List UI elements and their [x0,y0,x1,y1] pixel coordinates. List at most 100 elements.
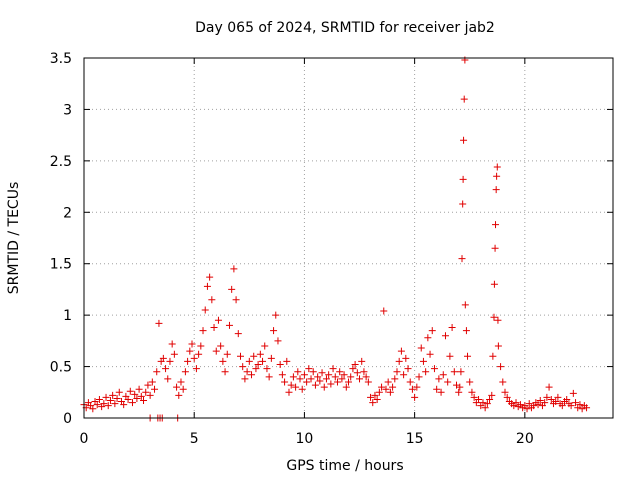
plot-frame [83,57,614,419]
data-point [395,357,403,365]
data-point [111,400,119,408]
data-point [494,316,502,324]
data-point [424,334,432,342]
y-tick-labels: 0 0.5 1 1.5 2 2.5 3 3.5 [50,51,72,427]
data-point [342,383,350,391]
data-point [367,393,375,401]
data-point [250,352,258,360]
data-point [501,388,509,396]
data-point [393,368,401,376]
data-point [208,296,216,304]
data-point [232,296,240,304]
data-point [252,365,260,373]
data-point [336,368,344,376]
data-point [186,347,194,355]
data-point [318,369,326,377]
data-point [491,244,499,252]
data-point [547,395,555,403]
data-point [314,373,322,381]
data-point [345,378,352,386]
data-point [373,395,381,403]
data-point [490,313,498,321]
data-point [93,401,101,409]
data-point [278,371,286,379]
data-point [362,373,370,381]
data-point [210,323,218,331]
data-point [225,321,233,329]
data-point [545,383,553,391]
data-point [100,400,108,408]
x-axis-label: GPS time / hours [286,458,403,474]
y-tick-label: 2.5 [50,154,72,170]
y-tick-label: 3.5 [50,51,72,67]
x-tick-label: 0 [80,431,89,447]
data-point [236,352,244,360]
data-points [80,56,591,422]
data-point [378,383,386,391]
data-point [199,327,207,335]
data-point [489,352,497,360]
data-point [89,405,97,413]
data-point [329,365,337,373]
data-point [486,395,494,403]
data-point [466,378,474,386]
tick-marks [83,57,613,419]
data-point [124,395,132,403]
data-point [382,385,390,393]
data-point [148,378,156,386]
data-point [214,316,222,324]
data-point [441,332,449,340]
data-point [188,340,196,348]
data-point [128,399,136,407]
data-point [468,388,476,396]
data-point [554,393,562,401]
data-point [276,361,284,369]
data-point [488,391,496,399]
data-point [353,369,361,377]
data-point [137,392,145,400]
data-point [433,385,441,393]
data-point [259,357,267,365]
data-point [320,383,328,391]
data-point [494,342,502,350]
data-point [408,385,416,393]
data-point [195,350,203,358]
data-point [102,393,110,401]
data-point [309,368,317,376]
x-tick-label: 15 [406,431,424,447]
data-point [331,373,339,381]
data-point [523,405,531,413]
data-point [371,391,379,399]
y-tick-label: 0 [63,411,72,427]
data-point [261,342,269,350]
data-point [411,393,419,401]
data-point [221,368,229,376]
data-point [228,285,236,293]
data-point [338,375,346,383]
data-point [177,378,185,386]
x-tick-label: 10 [296,431,314,447]
data-point [113,394,121,402]
data-point [426,350,434,358]
data-point [351,361,359,369]
data-point [402,354,410,362]
data-point [397,347,405,355]
data-point [459,200,467,208]
data-point [384,378,392,386]
data-point [576,401,584,409]
x-tick-labels: 0 5 10 15 20 [80,431,534,447]
data-point [419,357,427,365]
data-point [168,340,176,348]
data-point [503,393,511,401]
data-point [512,399,520,407]
data-point [340,371,348,379]
chart-title: Day 065 of 2024, SRMTID for receiver jab… [195,20,495,36]
data-point [543,393,551,401]
data-point [267,354,275,362]
data-point [492,186,500,194]
data-point [140,397,148,405]
data-point [133,394,141,402]
data-point [159,354,167,362]
data-point [298,385,306,393]
data-point [230,265,238,273]
